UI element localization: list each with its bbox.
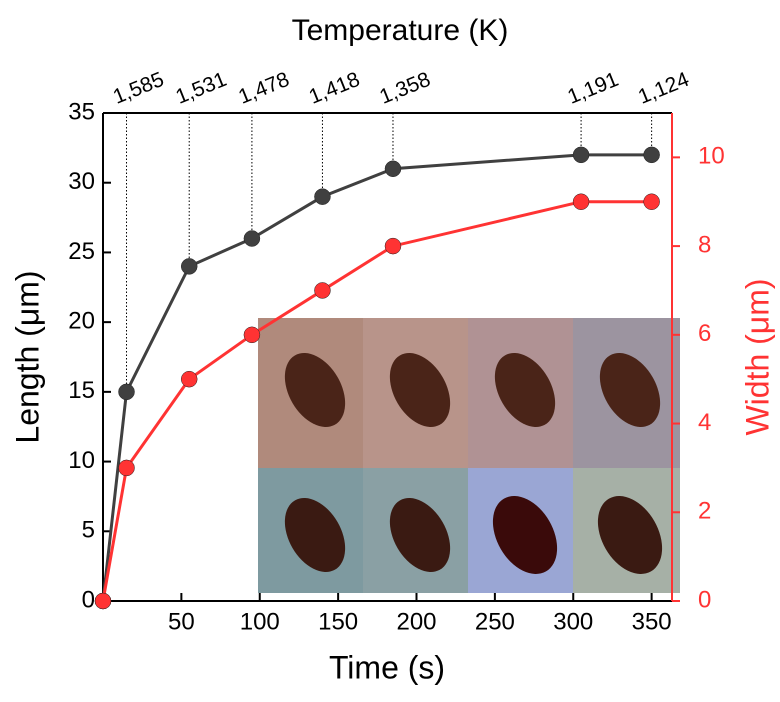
x-tick-label: 100 xyxy=(240,608,280,635)
y2-tick-label: 2 xyxy=(698,498,711,525)
y-axis-title: Length (μm) xyxy=(9,270,45,443)
inset-photo xyxy=(258,318,680,593)
x-tick-label: 50 xyxy=(168,608,195,635)
data-point xyxy=(572,193,590,210)
data-point xyxy=(243,326,261,344)
top-tick-label: 1,191 xyxy=(564,68,621,109)
x-axis-title: Time (s) xyxy=(329,649,445,685)
y2-axis-title: Width (μm) xyxy=(739,278,775,435)
data-point xyxy=(314,188,331,205)
x-tick-label: 350 xyxy=(632,608,672,635)
data-point xyxy=(243,230,261,247)
y2-tick-label: 0 xyxy=(698,586,711,613)
top-tick-label: 1,358 xyxy=(376,68,433,109)
y-tick-label: 0 xyxy=(82,586,95,613)
data-point xyxy=(118,459,135,477)
data-point xyxy=(118,383,135,401)
series-line xyxy=(101,153,652,602)
data-point xyxy=(180,370,198,388)
y-tick-label: 30 xyxy=(68,168,95,195)
x-tick-label: 300 xyxy=(553,608,593,635)
top-tick-label: 1,124 xyxy=(635,68,693,109)
y2-tick-label: 10 xyxy=(698,143,725,170)
data-point xyxy=(384,160,402,178)
top-axis-title: Temperature (K) xyxy=(292,14,509,47)
top-tick-label: 1,478 xyxy=(235,68,292,109)
top-tick-label: 1,531 xyxy=(173,68,230,109)
y2-tick-label: 8 xyxy=(698,231,711,258)
y-tick-label: 25 xyxy=(68,238,95,265)
x-tick-label: 200 xyxy=(396,608,436,635)
data-point xyxy=(180,258,198,275)
data-point xyxy=(384,237,402,255)
y2-tick-label: 4 xyxy=(698,409,711,436)
x-tick-label: 250 xyxy=(475,608,515,635)
data-point xyxy=(643,193,660,210)
y-tick-label: 35 xyxy=(68,98,95,125)
x-tick-label: 150 xyxy=(318,608,358,635)
y-tick-label: 10 xyxy=(68,447,95,474)
y-tick-label: 20 xyxy=(68,307,95,334)
top-tick-label: 1,418 xyxy=(306,68,363,109)
top-tick-label: 1,585 xyxy=(110,68,167,109)
y2-tick-label: 6 xyxy=(698,320,711,347)
y-tick-label: 15 xyxy=(68,377,95,404)
series-line xyxy=(101,200,652,602)
data-point xyxy=(643,146,660,164)
data-point xyxy=(314,282,331,299)
y-tick-label: 5 xyxy=(82,517,95,544)
data-point xyxy=(572,146,590,164)
data-point xyxy=(94,592,112,610)
